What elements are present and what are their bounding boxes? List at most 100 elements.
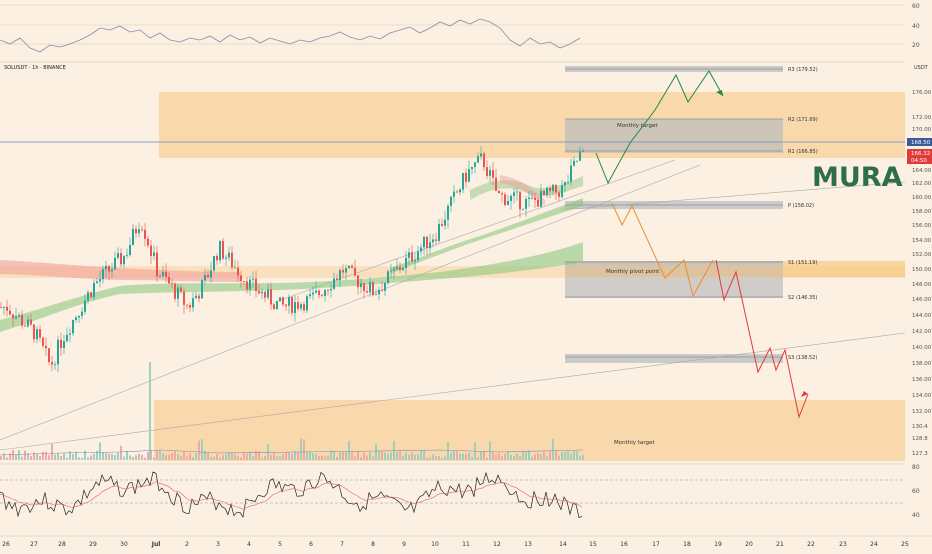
volume-bar	[78, 457, 80, 460]
time-tick: 28	[58, 541, 66, 548]
candle-body	[219, 240, 221, 261]
volume-bar	[399, 451, 401, 460]
candle-body	[411, 252, 413, 262]
rsi-tick-40: 40	[912, 512, 920, 519]
time-axis: 26 27 28 29 30 Jul 2 3 4 5 6 7 8 9 10 11 12 13 14 15 16 17 18 1…	[2, 541, 909, 548]
candle-body	[165, 271, 167, 277]
volume-bar	[549, 451, 551, 460]
candle-body	[123, 255, 125, 265]
volume-bar	[477, 457, 479, 460]
candle-body	[327, 289, 329, 291]
volume-bar	[105, 452, 107, 460]
candle-body	[183, 291, 185, 305]
volume-bar	[228, 452, 230, 460]
volume-bar	[255, 451, 257, 460]
volume-bar	[288, 452, 290, 460]
volume-bar	[144, 457, 146, 460]
candle-body	[282, 297, 284, 305]
candle-body	[147, 238, 149, 246]
mura-watermark: MURA	[812, 162, 903, 193]
candle-body	[276, 301, 278, 310]
volume-bar	[156, 450, 158, 460]
volume-bar	[111, 453, 113, 460]
volume-bar	[186, 456, 188, 460]
price-tick: 144.00	[912, 313, 932, 319]
candle-body	[93, 282, 95, 298]
volume-bar	[579, 455, 581, 460]
monthly-target-label-top: Monthly target	[617, 123, 658, 129]
candle-body	[321, 295, 323, 296]
volume-bar	[366, 455, 368, 460]
candle-body	[75, 317, 77, 320]
candle-body	[30, 319, 32, 325]
volume-bar	[483, 450, 485, 460]
time-tick: 30	[120, 541, 128, 548]
candle-body	[333, 278, 335, 289]
volume-bars	[0, 362, 584, 460]
price-tick: 140.00	[912, 345, 932, 351]
time-tick: 13	[524, 541, 532, 548]
volume-bar	[183, 451, 185, 460]
volume-bar	[264, 456, 266, 460]
candle-body	[279, 297, 281, 302]
volume-bar	[471, 456, 473, 460]
last-price-badge-text: 168.50	[911, 140, 931, 146]
candle-body	[576, 160, 578, 162]
candle-body	[27, 319, 29, 327]
volume-bar	[417, 454, 419, 460]
price-tick: 176.00	[912, 90, 932, 96]
volume-bar	[216, 453, 218, 460]
level-label-s2: S2 (146.35)	[788, 295, 817, 301]
volume-bar	[429, 457, 431, 460]
candle-body	[498, 190, 500, 194]
candle-body	[354, 267, 356, 276]
candle-body	[444, 219, 446, 226]
volume-bar	[222, 455, 224, 460]
time-tick: 18	[683, 541, 691, 548]
candle-body	[300, 304, 302, 309]
volume-bar	[489, 441, 491, 460]
volume-bar	[54, 454, 56, 460]
candle-body	[345, 268, 347, 273]
volume-bar	[516, 453, 518, 460]
volume-bar	[318, 455, 320, 460]
volume-bar	[339, 452, 341, 460]
price-tick: 164.00	[912, 168, 932, 174]
candle-body	[378, 289, 380, 295]
volume-bar	[207, 452, 209, 460]
candle-body	[51, 362, 53, 365]
candle-body	[174, 283, 176, 299]
volume-bar	[210, 456, 212, 460]
price-tick: 150.00	[912, 267, 932, 273]
candle-body	[528, 197, 530, 199]
volume-bar	[555, 450, 557, 460]
candle-body	[468, 169, 470, 182]
time-tick: 23	[839, 541, 847, 548]
candle-body	[144, 229, 146, 239]
volume-bar	[306, 452, 308, 460]
volume-bar	[525, 452, 527, 460]
candle-body	[471, 166, 473, 170]
candle-body	[462, 172, 464, 190]
volume-bar	[240, 457, 242, 460]
candle-body	[396, 266, 398, 269]
candle-body	[162, 271, 164, 277]
volume-bar	[66, 457, 68, 460]
s3-level-band	[565, 354, 783, 363]
candle-body	[117, 253, 119, 258]
volume-bar	[162, 453, 164, 460]
volume-bar	[381, 451, 383, 460]
volume-bar	[213, 457, 215, 460]
volume-bar	[564, 451, 566, 460]
red-ribbon-short	[500, 175, 545, 206]
volume-bar	[405, 452, 407, 460]
volume-bar	[171, 453, 173, 460]
volume-bar	[456, 451, 458, 460]
candle-body	[99, 279, 101, 282]
volume-bar	[357, 451, 359, 460]
candle-body	[240, 275, 242, 282]
volume-bar	[123, 456, 125, 460]
candle-body	[243, 281, 245, 282]
